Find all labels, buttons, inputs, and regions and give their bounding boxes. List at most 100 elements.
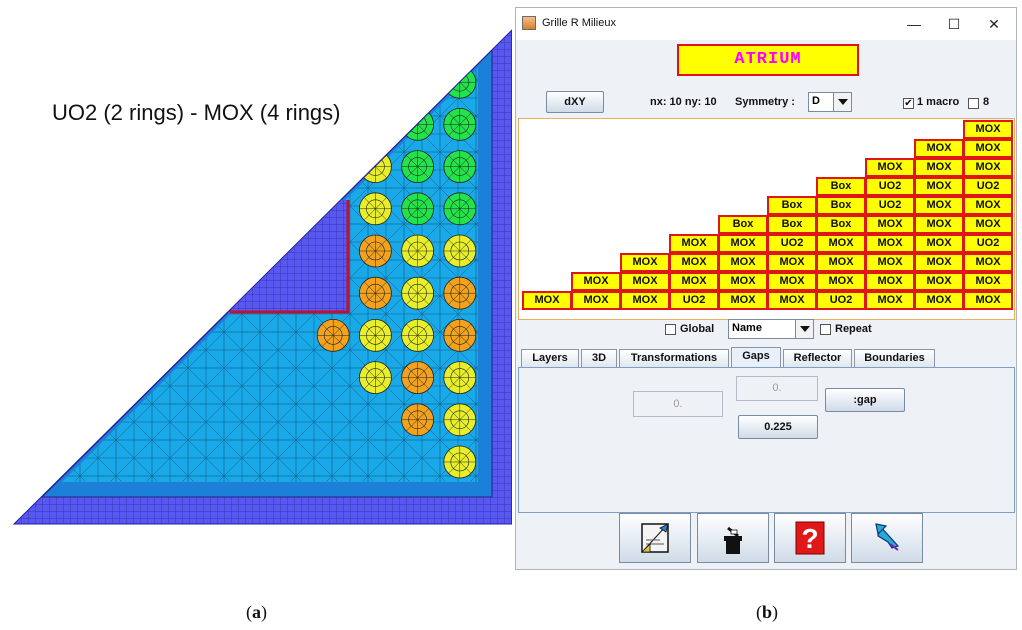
grid-cell[interactable]: MOX xyxy=(914,272,964,291)
grid-cell[interactable]: MOX xyxy=(718,291,768,310)
edit-button[interactable] xyxy=(619,513,691,563)
grid-cell[interactable]: MOX xyxy=(669,234,719,253)
grid-cell[interactable]: UO2 xyxy=(669,291,719,310)
fuel-pin-sector-line xyxy=(459,124,472,136)
fuel-pin-sector-line xyxy=(122,70,134,83)
grid-cell[interactable]: Box xyxy=(767,215,817,234)
grid-cell[interactable]: UO2 xyxy=(816,291,866,310)
grid-cell[interactable]: MOX xyxy=(865,253,915,272)
fuel-pin-sector-line xyxy=(122,124,134,136)
fuel-pin-sector-line xyxy=(417,82,430,94)
grid-cell[interactable]: MOX xyxy=(865,272,915,291)
grid-cell[interactable]: MOX xyxy=(963,139,1013,158)
grid-cell[interactable]: MOX xyxy=(865,234,915,253)
grid-cell[interactable]: MOX xyxy=(571,291,621,310)
minimize-button[interactable]: — xyxy=(907,16,921,32)
tab-boundaries[interactable]: Boundaries xyxy=(854,349,935,367)
close-button[interactable]: ✕ xyxy=(988,16,1000,32)
fuel-pin-sector-line xyxy=(237,82,249,94)
grid-cell[interactable]: MOX xyxy=(963,158,1013,177)
grid-cell[interactable]: MOX xyxy=(669,272,719,291)
grid-cell[interactable]: UO2 xyxy=(963,234,1013,253)
title-bar[interactable]: Grille R Milieux — ☐ ✕ xyxy=(516,8,1016,40)
gap-value-button[interactable]: 0.225 xyxy=(738,415,818,439)
grid-cell[interactable]: MOX xyxy=(914,291,964,310)
grid-cell[interactable]: Box xyxy=(718,215,768,234)
grid-cell[interactable]: Box xyxy=(816,177,866,196)
name-select-value: Name xyxy=(732,322,762,334)
grid-cell[interactable]: MOX xyxy=(865,158,915,177)
grid-cell[interactable]: MOX xyxy=(522,291,572,310)
delete-button[interactable] xyxy=(697,513,769,563)
eight-checkbox[interactable] xyxy=(968,98,979,109)
gap-left-field[interactable]: 0. xyxy=(633,391,723,417)
grid-cell[interactable]: MOX xyxy=(963,272,1013,291)
fuel-pin-sector-line xyxy=(459,335,472,347)
grid-cell[interactable]: UO2 xyxy=(865,177,915,196)
grid-cell[interactable]: MOX xyxy=(963,253,1013,272)
symmetry-select[interactable]: D xyxy=(808,92,852,112)
undo-button[interactable] xyxy=(851,513,923,563)
fuel-pin-sector-line xyxy=(290,82,303,94)
grid-cell[interactable]: UO2 xyxy=(767,234,817,253)
grid-cell[interactable]: MOX xyxy=(816,253,866,272)
tab-gaps[interactable]: Gaps xyxy=(731,347,781,368)
grid-cell[interactable]: MOX xyxy=(963,291,1013,310)
grid-cell[interactable]: MOX xyxy=(914,215,964,234)
fuel-pin-sector-line xyxy=(206,197,219,209)
name-select[interactable]: Name xyxy=(728,319,814,339)
grid-cell[interactable]: Box xyxy=(767,196,817,215)
grid-cell[interactable]: MOX xyxy=(620,291,670,310)
grid-cell[interactable]: MOX xyxy=(620,272,670,291)
grid-cell[interactable]: MOX xyxy=(963,196,1013,215)
grid-cell[interactable]: MOX xyxy=(816,234,866,253)
grid-cell[interactable]: Box xyxy=(816,196,866,215)
grid-cell[interactable]: MOX xyxy=(914,158,964,177)
grid-cell[interactable]: MOX xyxy=(963,120,1013,139)
grid-cell[interactable]: MOX xyxy=(865,291,915,310)
chevron-down-icon[interactable] xyxy=(795,320,813,338)
gap-top-field[interactable]: 0. xyxy=(736,376,818,401)
global-checkbox[interactable] xyxy=(665,324,676,335)
grid-cell[interactable]: MOX xyxy=(816,272,866,291)
grid-cell[interactable]: MOX xyxy=(571,272,621,291)
grid-cell[interactable]: MOX xyxy=(963,215,1013,234)
grid-cell[interactable]: MOX xyxy=(914,253,964,272)
fuel-pin-sector-line xyxy=(448,239,460,252)
eight-label: 8 xyxy=(983,96,990,108)
tab-reflector[interactable]: Reflector xyxy=(783,349,852,367)
grid-cell[interactable]: MOX xyxy=(718,253,768,272)
grid-cell[interactable]: MOX xyxy=(914,234,964,253)
tab-3d[interactable]: 3D xyxy=(581,349,617,367)
help-button[interactable]: ? xyxy=(774,513,846,563)
grid-cell[interactable]: UO2 xyxy=(865,196,915,215)
grid-cell[interactable]: MOX xyxy=(767,272,817,291)
grid-cell[interactable]: Box xyxy=(816,215,866,234)
tab-transformations[interactable]: Transformations xyxy=(619,349,729,367)
fuel-pin-sector-line xyxy=(152,70,165,83)
grid-cell[interactable]: UO2 xyxy=(963,177,1013,196)
fuel-pin xyxy=(401,65,435,99)
grid-cell[interactable]: MOX xyxy=(620,253,670,272)
repeat-checkbox[interactable] xyxy=(820,324,831,335)
fuel-pin-ring xyxy=(323,157,343,176)
medium-grid[interactable]: MOX MOX MOX MOX MOX MOX Box UO2 MOX UO2 Box Box UO2 M… xyxy=(518,118,1015,320)
grid-cell[interactable]: MOX xyxy=(718,272,768,291)
grid-cell[interactable]: MOX xyxy=(767,253,817,272)
macro-checkbox[interactable]: ✔ xyxy=(903,98,914,109)
chevron-down-icon[interactable] xyxy=(833,93,851,111)
grid-cell[interactable]: MOX xyxy=(914,177,964,196)
tab-layers[interactable]: Layers xyxy=(521,349,579,367)
grid-cell[interactable]: MOX xyxy=(865,215,915,234)
grid-cell[interactable]: MOX xyxy=(767,291,817,310)
gap-button[interactable]: :gap xyxy=(825,388,905,412)
grid-cell[interactable]: MOX xyxy=(718,234,768,253)
fuel-pin-sector-line xyxy=(406,419,418,432)
grid-cell[interactable]: MOX xyxy=(914,196,964,215)
dxy-button[interactable]: dXY xyxy=(546,91,604,113)
fuel-pin-sector-line xyxy=(375,82,387,94)
fuel-pin-sector-line xyxy=(406,166,418,179)
grid-cell[interactable]: MOX xyxy=(669,253,719,272)
grid-cell[interactable]: MOX xyxy=(914,139,964,158)
maximize-button[interactable]: ☐ xyxy=(947,16,961,32)
